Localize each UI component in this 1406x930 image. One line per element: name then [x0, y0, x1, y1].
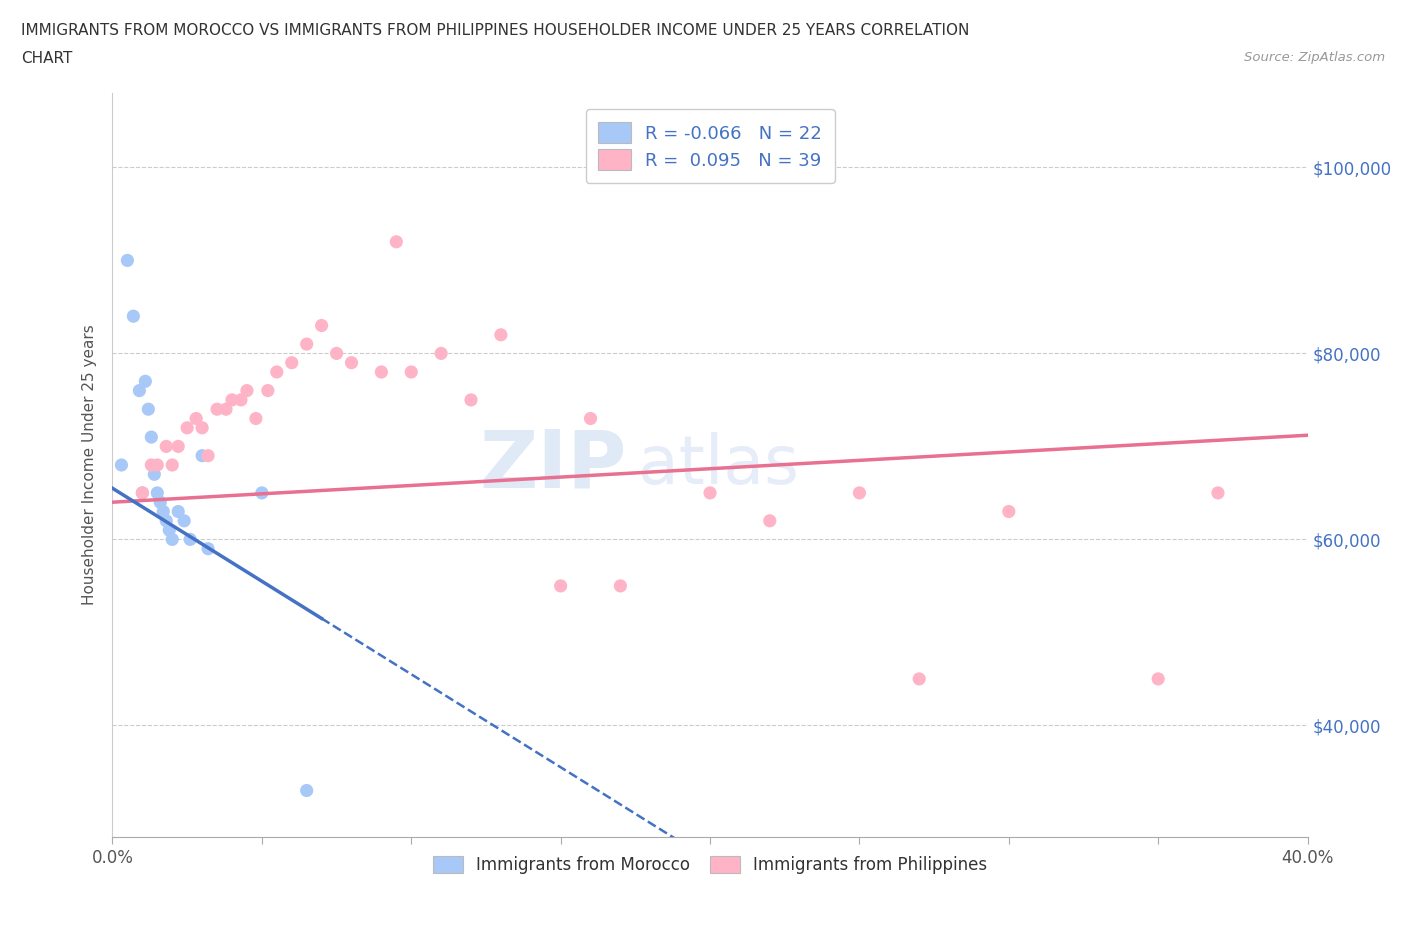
Point — [281, 355, 304, 370]
Point — [609, 578, 631, 593]
Point — [141, 458, 163, 472]
Point — [340, 355, 363, 370]
Point — [245, 411, 267, 426]
Legend: Immigrants from Morocco, Immigrants from Philippines: Immigrants from Morocco, Immigrants from… — [426, 849, 994, 881]
Point — [141, 430, 163, 445]
Point — [236, 383, 259, 398]
Point — [162, 458, 183, 472]
Point — [311, 318, 333, 333]
Point — [176, 420, 198, 435]
Point — [134, 374, 156, 389]
Point — [257, 383, 280, 398]
Point — [401, 365, 423, 379]
Point — [998, 504, 1021, 519]
Point — [191, 448, 214, 463]
Point — [430, 346, 453, 361]
Point — [550, 578, 572, 593]
Point — [848, 485, 870, 500]
Point — [155, 513, 177, 528]
Point — [460, 392, 482, 407]
Point — [250, 485, 273, 500]
Point — [325, 346, 347, 361]
Text: CHART: CHART — [21, 51, 73, 66]
Point — [155, 439, 177, 454]
Y-axis label: Householder Income Under 25 years: Householder Income Under 25 years — [82, 325, 97, 605]
Point — [117, 253, 139, 268]
Point — [205, 402, 228, 417]
Point — [143, 467, 166, 482]
Text: Source: ZipAtlas.com: Source: ZipAtlas.com — [1244, 51, 1385, 64]
Point — [759, 513, 782, 528]
Point — [157, 523, 180, 538]
Point — [295, 783, 318, 798]
Point — [579, 411, 602, 426]
Point — [370, 365, 392, 379]
Point — [295, 337, 318, 352]
Point — [128, 383, 150, 398]
Point — [110, 458, 132, 472]
Point — [146, 485, 169, 500]
Point — [138, 402, 160, 417]
Text: ZIP: ZIP — [479, 426, 627, 504]
Point — [1206, 485, 1229, 500]
Point — [131, 485, 153, 500]
Point — [908, 671, 931, 686]
Text: IMMIGRANTS FROM MOROCCO VS IMMIGRANTS FROM PHILIPPINES HOUSEHOLDER INCOME UNDER : IMMIGRANTS FROM MOROCCO VS IMMIGRANTS FR… — [21, 23, 970, 38]
Text: atlas: atlas — [638, 432, 799, 498]
Point — [699, 485, 721, 500]
Point — [131, 485, 153, 500]
Point — [173, 513, 195, 528]
Point — [191, 420, 214, 435]
Point — [1147, 671, 1170, 686]
Point — [197, 541, 219, 556]
Point — [152, 504, 174, 519]
Point — [221, 392, 243, 407]
Point — [489, 327, 512, 342]
Point — [215, 402, 238, 417]
Point — [179, 532, 201, 547]
Point — [146, 458, 169, 472]
Point — [266, 365, 288, 379]
Point — [167, 439, 190, 454]
Point — [149, 495, 172, 510]
Point — [385, 234, 408, 249]
Point — [197, 448, 219, 463]
Point — [162, 532, 183, 547]
Point — [229, 392, 252, 407]
Point — [167, 504, 190, 519]
Point — [186, 411, 208, 426]
Point — [122, 309, 145, 324]
